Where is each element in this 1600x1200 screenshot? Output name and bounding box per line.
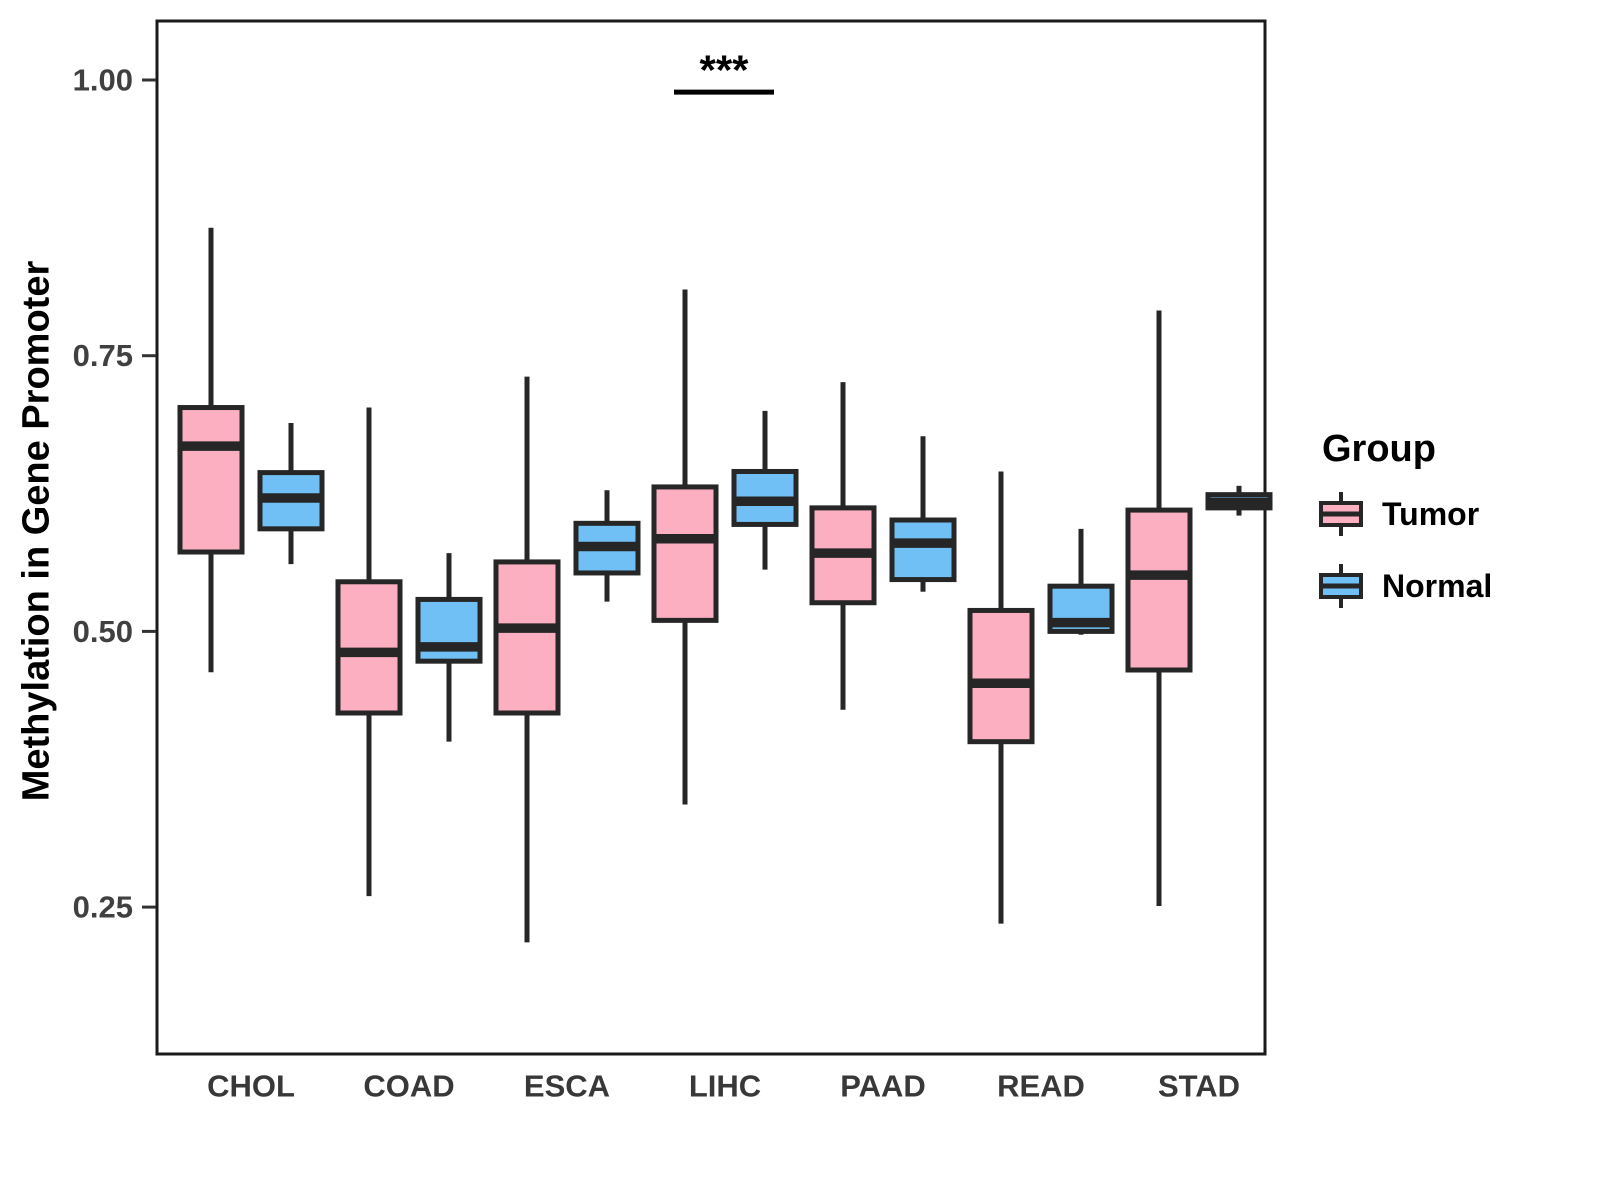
box-tumor-stad bbox=[1125, 507, 1193, 673]
box-tumor-chol bbox=[177, 405, 245, 555]
x-category-label-ESCA: ESCA bbox=[524, 1069, 610, 1104]
box-tumor-coad bbox=[335, 579, 403, 716]
y-tick-label-0.75: 0.75 bbox=[73, 338, 133, 373]
x-category-label-LIHC: LIHC bbox=[689, 1069, 761, 1104]
box-tumor-lihc bbox=[651, 484, 719, 623]
x-category-label-PAAD: PAAD bbox=[840, 1069, 926, 1104]
legend-item-tumor: Tumor bbox=[1316, 489, 1586, 539]
legend-title: Group bbox=[1322, 428, 1436, 470]
y-tick-label-1.00: 1.00 bbox=[73, 63, 133, 98]
x-category-label-STAD: STAD bbox=[1158, 1069, 1240, 1104]
significance-label: *** bbox=[699, 46, 749, 93]
y-tick-label-0.25: 0.25 bbox=[73, 890, 133, 925]
legend-item-tumor-label: Tumor bbox=[1382, 495, 1480, 532]
x-category-label-CHOL: CHOL bbox=[207, 1069, 295, 1104]
legend-item-normal-label: Normal bbox=[1382, 567, 1493, 604]
legend-item-normal: Normal bbox=[1316, 561, 1586, 611]
box-tumor-esca bbox=[493, 559, 561, 716]
x-category-label-COAD: COAD bbox=[363, 1069, 454, 1104]
box-normal-paad bbox=[889, 517, 957, 583]
box-tumor-read bbox=[967, 607, 1035, 745]
legend: Group Tumor Normal bbox=[1316, 428, 1586, 633]
box-normal-coad bbox=[415, 596, 483, 664]
x-category-label-READ: READ bbox=[997, 1069, 1085, 1104]
tumor-boxplot-key-icon bbox=[1319, 492, 1363, 536]
y-tick-label-0.50: 0.50 bbox=[73, 614, 133, 649]
y-axis-title: Methylation in Gene Promoter bbox=[15, 260, 58, 802]
normal-boxplot-key-icon bbox=[1319, 564, 1363, 608]
